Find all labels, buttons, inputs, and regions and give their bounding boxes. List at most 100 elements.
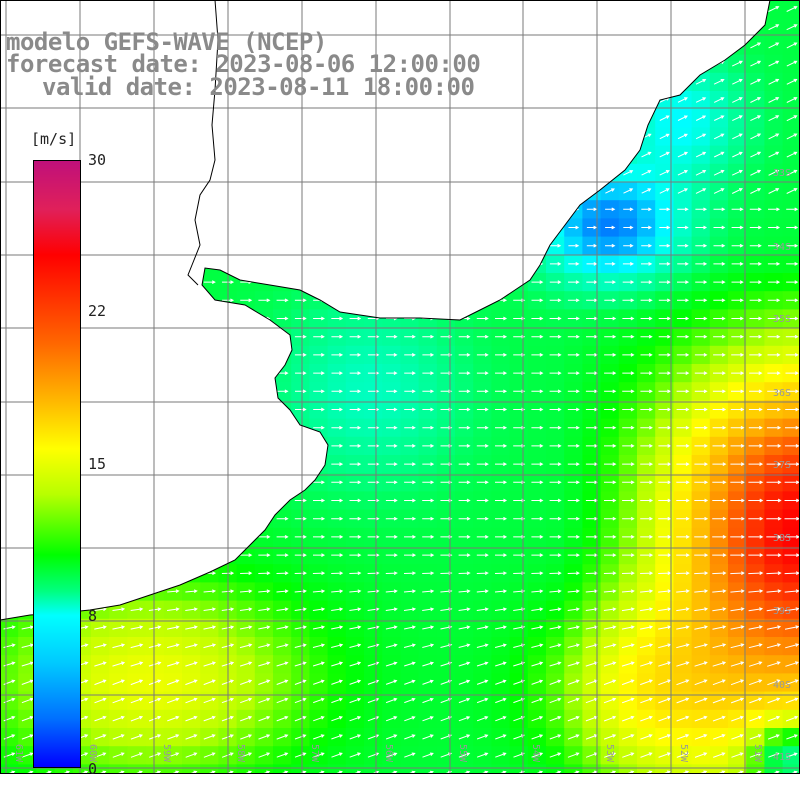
field-cell bbox=[0, 600, 19, 620]
wind-arrow bbox=[712, 643, 727, 649]
wind-arrow bbox=[312, 607, 326, 612]
wind-arrow bbox=[676, 661, 690, 667]
wind-arrow bbox=[112, 679, 125, 686]
wind-arrow bbox=[149, 152, 162, 157]
field-cell bbox=[127, 491, 147, 511]
wind-arrow bbox=[458, 535, 471, 539]
field-cell bbox=[382, 218, 401, 238]
wind-arrow bbox=[604, 498, 617, 503]
wind-arrow bbox=[185, 589, 198, 594]
field-cell bbox=[364, 291, 383, 310]
field-cell bbox=[600, 145, 620, 165]
wind-arrow bbox=[422, 607, 435, 612]
wind-arrow bbox=[695, 151, 707, 158]
wind-arrow bbox=[294, 516, 307, 521]
wind-arrow bbox=[3, 462, 16, 466]
wind-arrow bbox=[713, 353, 726, 357]
wind-arrow bbox=[404, 516, 417, 521]
field-cell bbox=[0, 527, 19, 547]
wind-arrow bbox=[94, 171, 107, 175]
field-cell bbox=[0, 436, 19, 456]
field-cell bbox=[473, 109, 492, 128]
wind-arrow bbox=[495, 316, 508, 321]
field-cell bbox=[145, 527, 165, 547]
field-cell bbox=[546, 91, 565, 110]
wind-arrow bbox=[203, 734, 216, 740]
wind-arrow bbox=[203, 152, 216, 157]
wind-arrow bbox=[313, 425, 325, 430]
wind-arrow bbox=[94, 243, 107, 248]
wind-arrow bbox=[167, 334, 180, 339]
wind-arrow bbox=[712, 625, 727, 630]
wind-arrow bbox=[331, 571, 344, 576]
wind-arrow bbox=[695, 115, 707, 121]
wind-arrow bbox=[677, 42, 689, 49]
field-cell bbox=[309, 0, 329, 19]
field-cell bbox=[418, 254, 438, 274]
wind-arrow bbox=[313, 134, 326, 139]
wind-arrow bbox=[768, 6, 780, 12]
wind-arrow bbox=[786, 6, 798, 12]
wind-arrow bbox=[367, 444, 380, 448]
wind-arrow bbox=[258, 243, 271, 248]
wind-arrow bbox=[604, 353, 617, 357]
wind-arrow bbox=[112, 316, 125, 321]
wind-arrow bbox=[621, 625, 635, 630]
wind-arrow bbox=[748, 643, 763, 649]
wind-arrow bbox=[749, 280, 762, 284]
wind-arrow bbox=[21, 752, 34, 758]
wind-arrow bbox=[385, 661, 398, 667]
wind-arrow bbox=[3, 535, 16, 539]
field-cell bbox=[436, 291, 456, 310]
wind-arrow bbox=[167, 589, 180, 594]
field-cell bbox=[200, 182, 219, 201]
wind-arrow bbox=[294, 243, 307, 248]
wind-arrow bbox=[640, 316, 653, 321]
wind-arrow bbox=[367, 207, 380, 212]
field-cell bbox=[728, 0, 747, 19]
field-cell bbox=[254, 400, 274, 420]
wind-arrow bbox=[166, 661, 180, 667]
wind-arrow bbox=[258, 353, 271, 357]
wind-arrow bbox=[185, 207, 198, 212]
field-cell bbox=[236, 455, 256, 474]
wind-arrow bbox=[604, 298, 617, 303]
wind-arrow bbox=[203, 625, 217, 630]
wind-arrow bbox=[750, 42, 762, 49]
field-cell bbox=[182, 764, 201, 774]
field-cell bbox=[109, 364, 128, 383]
wind-arrow bbox=[422, 371, 435, 375]
field-cell bbox=[491, 0, 511, 19]
field-cell bbox=[236, 182, 256, 201]
field-cell bbox=[436, 18, 456, 37]
wind-arrow bbox=[167, 225, 180, 230]
wind-arrow bbox=[3, 643, 16, 648]
field-cell bbox=[145, 436, 165, 456]
wind-arrow bbox=[640, 334, 653, 339]
field-cell bbox=[182, 364, 201, 383]
wind-arrow bbox=[623, 207, 634, 212]
longitude-label: 61W bbox=[13, 744, 24, 763]
wind-arrow bbox=[131, 189, 144, 193]
wind-arrow bbox=[367, 589, 380, 594]
wind-arrow bbox=[531, 134, 544, 139]
field-cell bbox=[327, 163, 347, 183]
wind-arrow bbox=[313, 553, 326, 557]
wind-arrow bbox=[785, 371, 799, 375]
wind-arrow bbox=[94, 280, 107, 284]
wind-arrow bbox=[694, 444, 708, 448]
field-cell bbox=[436, 145, 456, 165]
wind-arrow bbox=[276, 225, 289, 230]
wind-arrow bbox=[349, 498, 362, 503]
wind-arrow bbox=[203, 280, 216, 284]
wind-arrow bbox=[677, 79, 689, 85]
wind-arrow bbox=[404, 498, 416, 503]
wind-arrow bbox=[203, 697, 216, 704]
wind-arrow bbox=[203, 389, 216, 394]
field-cell bbox=[382, 109, 401, 128]
wind-arrow bbox=[695, 316, 708, 321]
wind-arrow bbox=[367, 371, 380, 375]
wind-arrow bbox=[240, 571, 253, 576]
field-cell bbox=[18, 109, 37, 128]
field-cell bbox=[182, 291, 201, 310]
